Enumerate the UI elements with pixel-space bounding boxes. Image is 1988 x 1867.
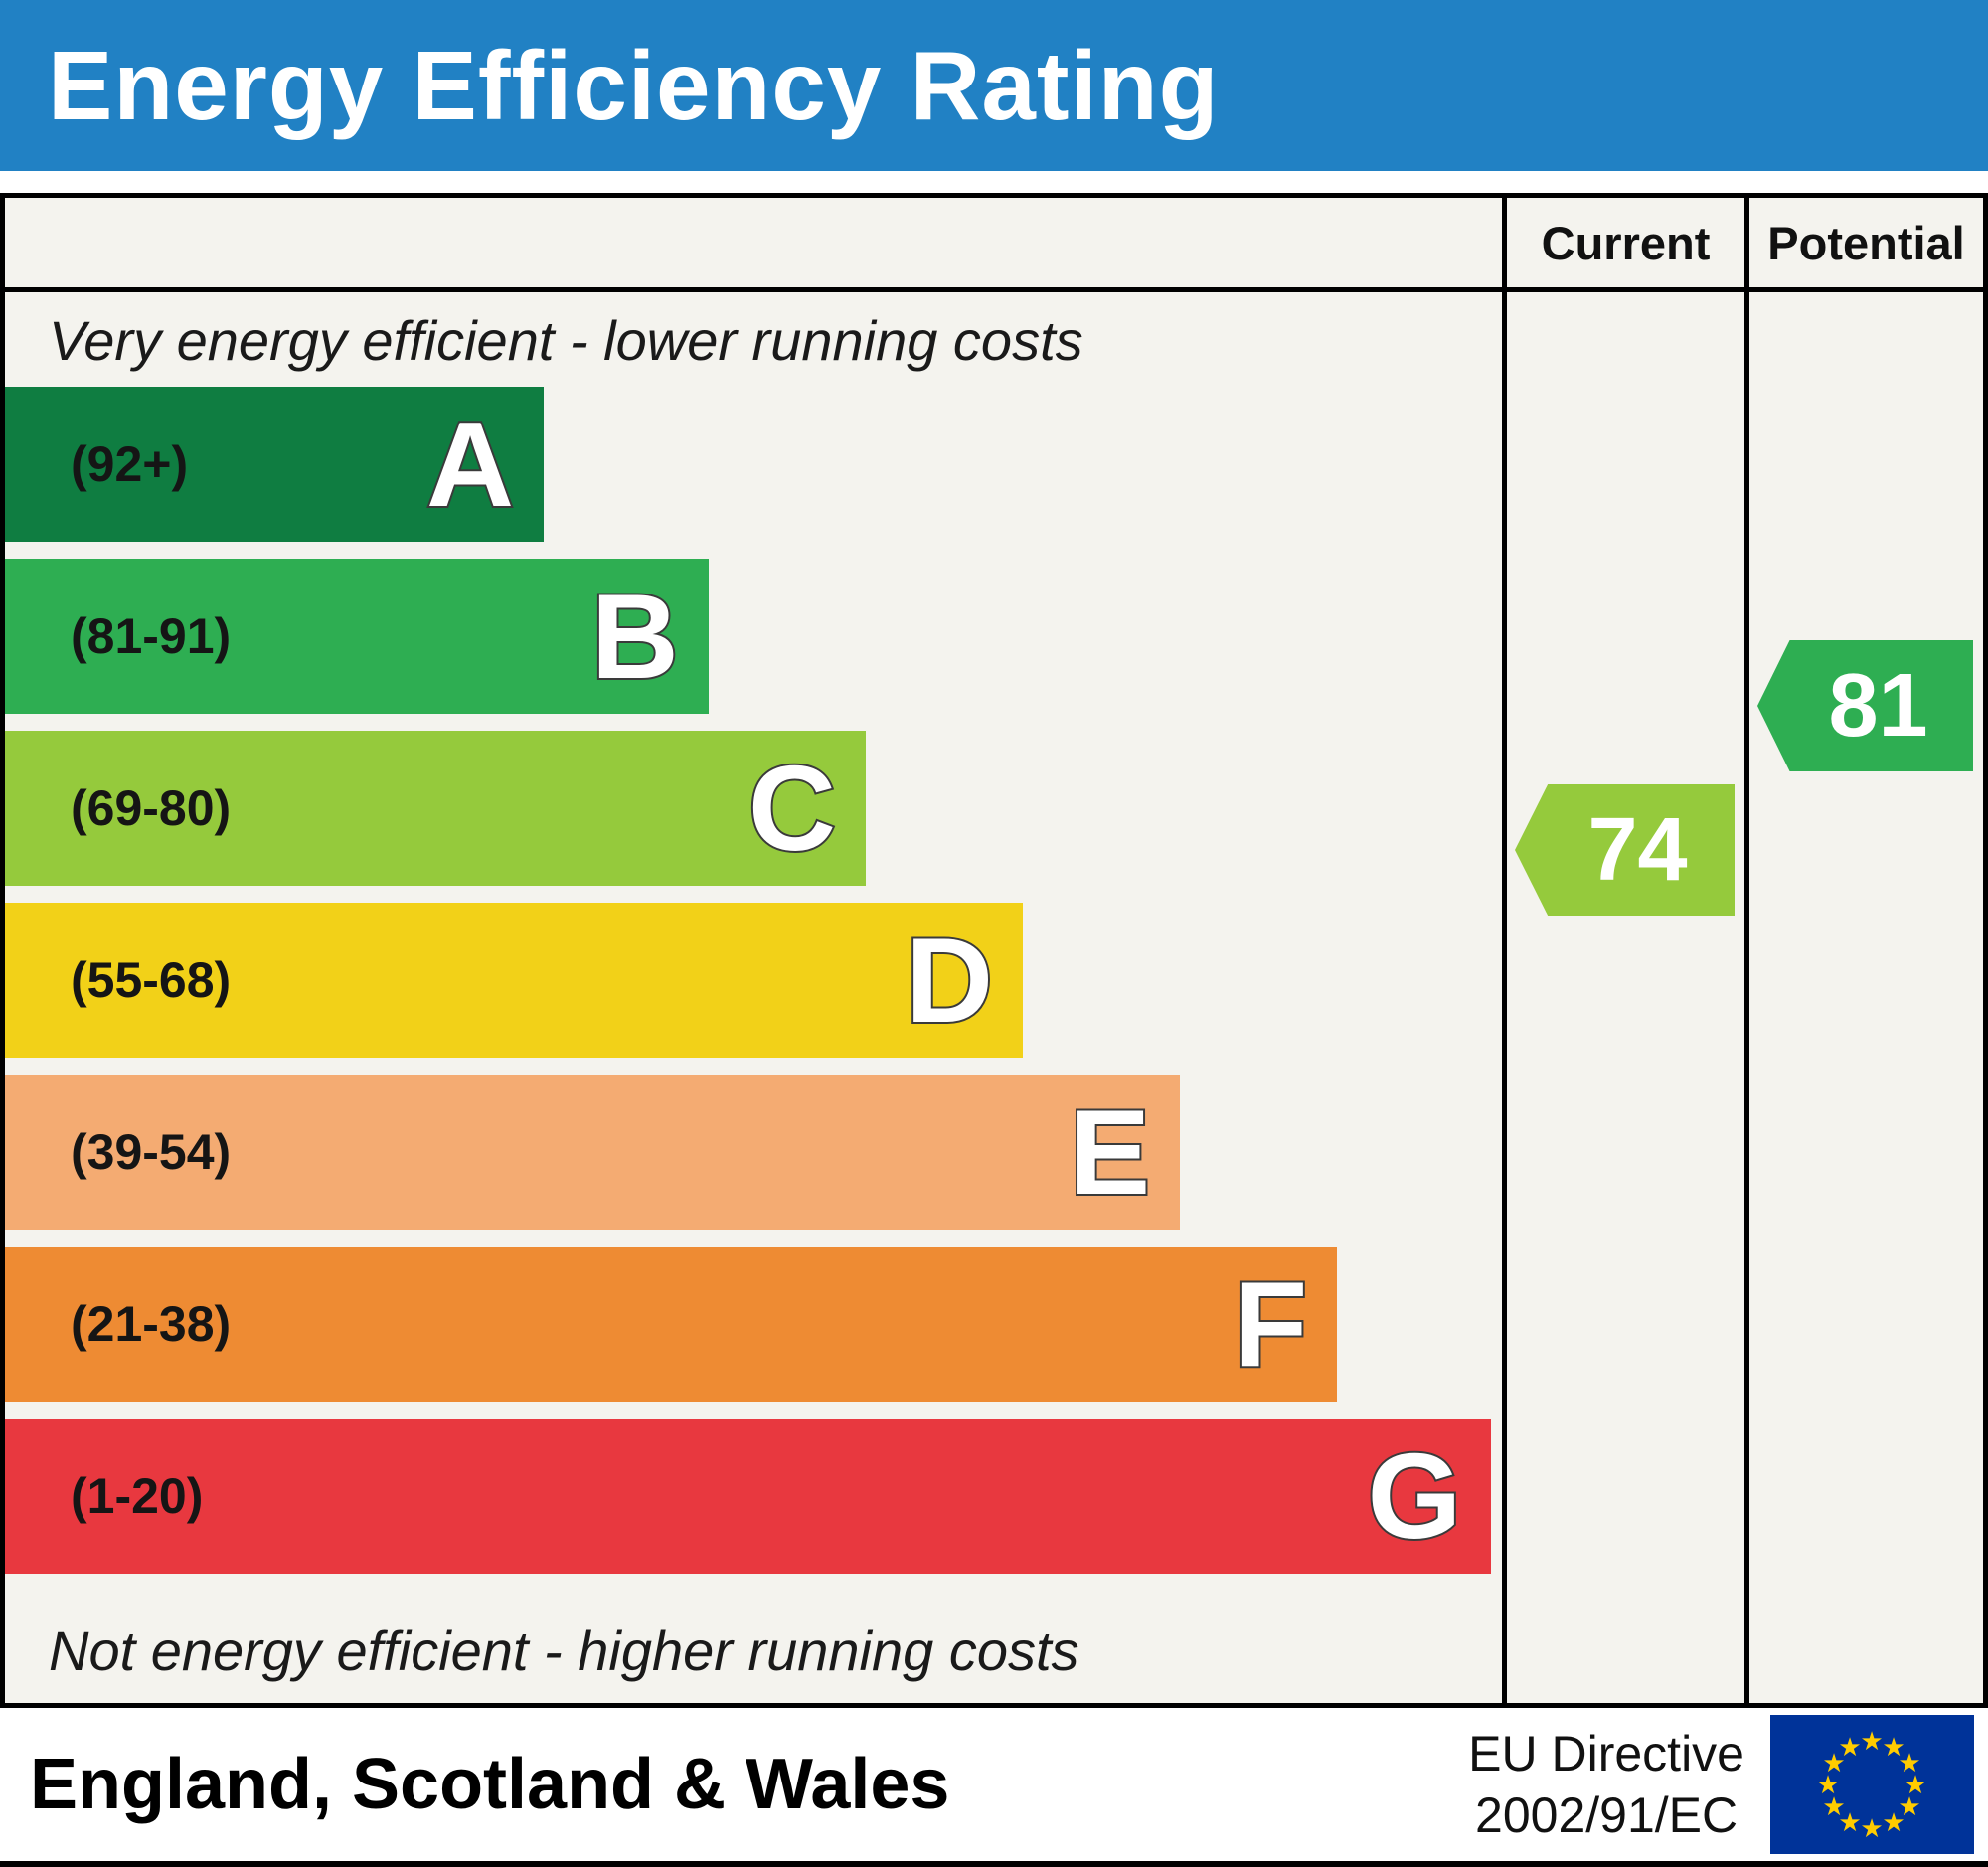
band-letter: A <box>424 397 516 532</box>
band-range: (69-80) <box>71 780 232 836</box>
potential-value-column: 81 <box>1744 292 1983 1703</box>
band-letter: D <box>904 913 995 1048</box>
bands-column: Very energy efficient - lower running co… <box>5 292 1502 1703</box>
current-value: 74 <box>1587 799 1688 900</box>
svg-text:★: ★ <box>1904 1771 1926 1800</box>
page-title: Energy Efficiency Rating <box>48 30 1220 140</box>
band-range: (55-68) <box>71 952 232 1008</box>
current-arrow: 74 <box>1515 784 1735 916</box>
region-label: England, Scotland & Wales <box>30 1745 950 1824</box>
chart-footer: England, Scotland & Wales EU Directive 2… <box>0 1708 1988 1867</box>
band-range: (39-54) <box>71 1124 232 1180</box>
svg-text:★: ★ <box>1898 1792 1920 1822</box>
potential-column-header: Potential <box>1744 198 1983 287</box>
current-column-header: Current <box>1502 198 1744 287</box>
band-letter: F <box>1232 1257 1310 1392</box>
svg-text:★: ★ <box>1860 1814 1883 1844</box>
bottom-note: Not energy efficient - higher running co… <box>49 1619 1079 1682</box>
svg-text:★: ★ <box>1838 1808 1861 1838</box>
svg-text:★: ★ <box>1822 1749 1845 1779</box>
title-bar: Energy Efficiency Rating <box>0 0 1988 171</box>
potential-value: 81 <box>1828 655 1928 756</box>
band-b: (81-91) B <box>5 559 709 714</box>
header-spacer <box>5 198 1502 287</box>
band-range: (21-38) <box>71 1296 232 1352</box>
rating-chart: Current Potential Very energy efficient … <box>0 193 1988 1708</box>
svg-text:★: ★ <box>1898 1749 1920 1779</box>
chart-body: Very energy efficient - lower running co… <box>5 292 1983 1703</box>
eu-directive-line1: EU Directive <box>1468 1725 1744 1782</box>
band-range: (92+) <box>71 436 189 492</box>
eu-flag-icon: ★ ★ ★ ★ ★ ★ ★ ★ ★ ★ ★ ★ <box>1770 1715 1974 1854</box>
band-letter: E <box>1068 1085 1152 1220</box>
potential-arrow: 81 <box>1757 640 1973 771</box>
svg-text:★: ★ <box>1822 1792 1845 1822</box>
band-c: (69-80) C <box>5 731 866 886</box>
band-range: (1-20) <box>71 1468 204 1524</box>
current-value-column: 74 <box>1502 292 1744 1703</box>
band-e: (39-54) E <box>5 1075 1181 1230</box>
band-range: (81-91) <box>71 608 232 664</box>
band-g: (1-20) G <box>5 1419 1492 1574</box>
eu-directive-line2: 2002/91/EC <box>1475 1787 1739 1843</box>
band-d: (55-68) D <box>5 903 1024 1058</box>
svg-text:★: ★ <box>1860 1727 1883 1757</box>
svg-text:★: ★ <box>1882 1808 1905 1838</box>
band-a: (92+) A <box>5 387 545 542</box>
band-letter: G <box>1366 1429 1464 1564</box>
chart-header-row: Current Potential <box>5 198 1983 292</box>
top-note: Very energy efficient - lower running co… <box>49 309 1083 372</box>
band-letter: C <box>746 741 838 876</box>
svg-text:★: ★ <box>1816 1771 1839 1800</box>
eu-directive-label: EU Directive 2002/91/EC <box>1468 1723 1744 1847</box>
svg-text:★: ★ <box>1838 1733 1861 1763</box>
band-letter: B <box>589 569 681 704</box>
band-f: (21-38) F <box>5 1247 1338 1402</box>
svg-text:★: ★ <box>1882 1733 1905 1763</box>
